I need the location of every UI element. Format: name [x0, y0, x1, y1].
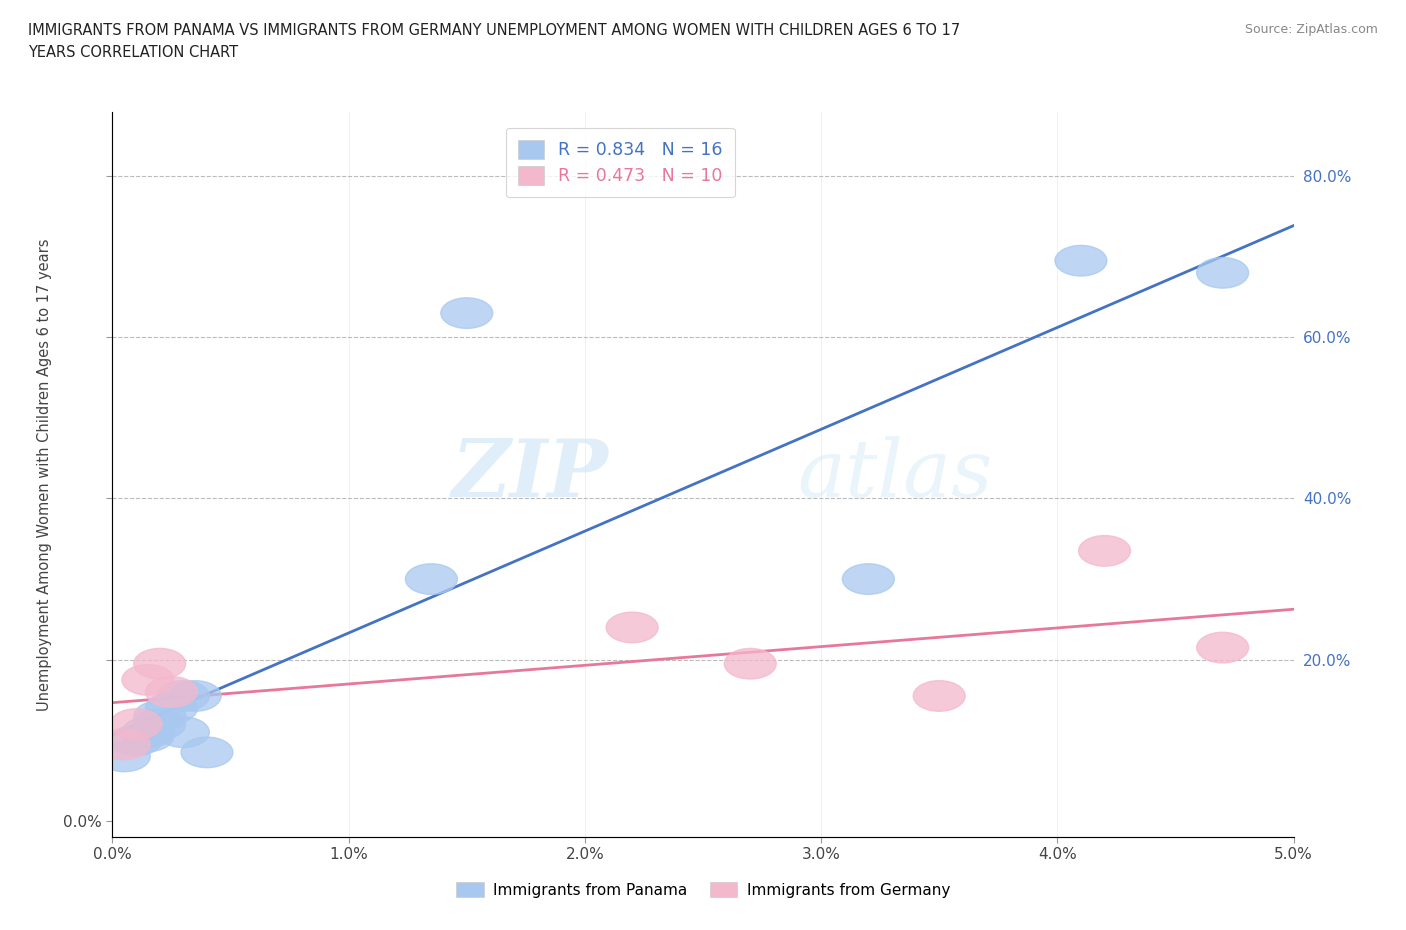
Ellipse shape: [98, 741, 150, 772]
Ellipse shape: [181, 737, 233, 767]
Text: ZIP: ZIP: [451, 435, 609, 513]
Text: YEARS CORRELATION CHART: YEARS CORRELATION CHART: [28, 45, 238, 60]
Ellipse shape: [98, 729, 150, 760]
Ellipse shape: [157, 681, 209, 711]
Ellipse shape: [134, 701, 186, 731]
Ellipse shape: [110, 709, 162, 739]
Legend: R = 0.834   N = 16, R = 0.473   N = 10: R = 0.834 N = 16, R = 0.473 N = 10: [506, 127, 735, 197]
Ellipse shape: [122, 721, 174, 751]
Ellipse shape: [842, 564, 894, 594]
Y-axis label: Unemployment Among Women with Children Ages 6 to 17 years: Unemployment Among Women with Children A…: [37, 238, 52, 711]
Ellipse shape: [122, 717, 174, 748]
Text: Source: ZipAtlas.com: Source: ZipAtlas.com: [1244, 23, 1378, 36]
Ellipse shape: [146, 693, 197, 724]
Ellipse shape: [914, 681, 965, 711]
Ellipse shape: [606, 612, 658, 643]
Ellipse shape: [134, 648, 186, 679]
Ellipse shape: [441, 298, 492, 328]
Ellipse shape: [1054, 246, 1107, 276]
Ellipse shape: [1197, 632, 1249, 663]
Ellipse shape: [134, 709, 186, 739]
Ellipse shape: [1078, 536, 1130, 566]
Ellipse shape: [157, 717, 209, 748]
Text: atlas: atlas: [797, 435, 993, 513]
Ellipse shape: [169, 681, 221, 711]
Ellipse shape: [405, 564, 457, 594]
Ellipse shape: [110, 725, 162, 755]
Ellipse shape: [122, 665, 174, 695]
Ellipse shape: [724, 648, 776, 679]
Ellipse shape: [1197, 258, 1249, 288]
Ellipse shape: [146, 677, 197, 707]
Legend: Immigrants from Panama, Immigrants from Germany: Immigrants from Panama, Immigrants from …: [450, 875, 956, 904]
Text: IMMIGRANTS FROM PANAMA VS IMMIGRANTS FROM GERMANY UNEMPLOYMENT AMONG WOMEN WITH : IMMIGRANTS FROM PANAMA VS IMMIGRANTS FRO…: [28, 23, 960, 38]
